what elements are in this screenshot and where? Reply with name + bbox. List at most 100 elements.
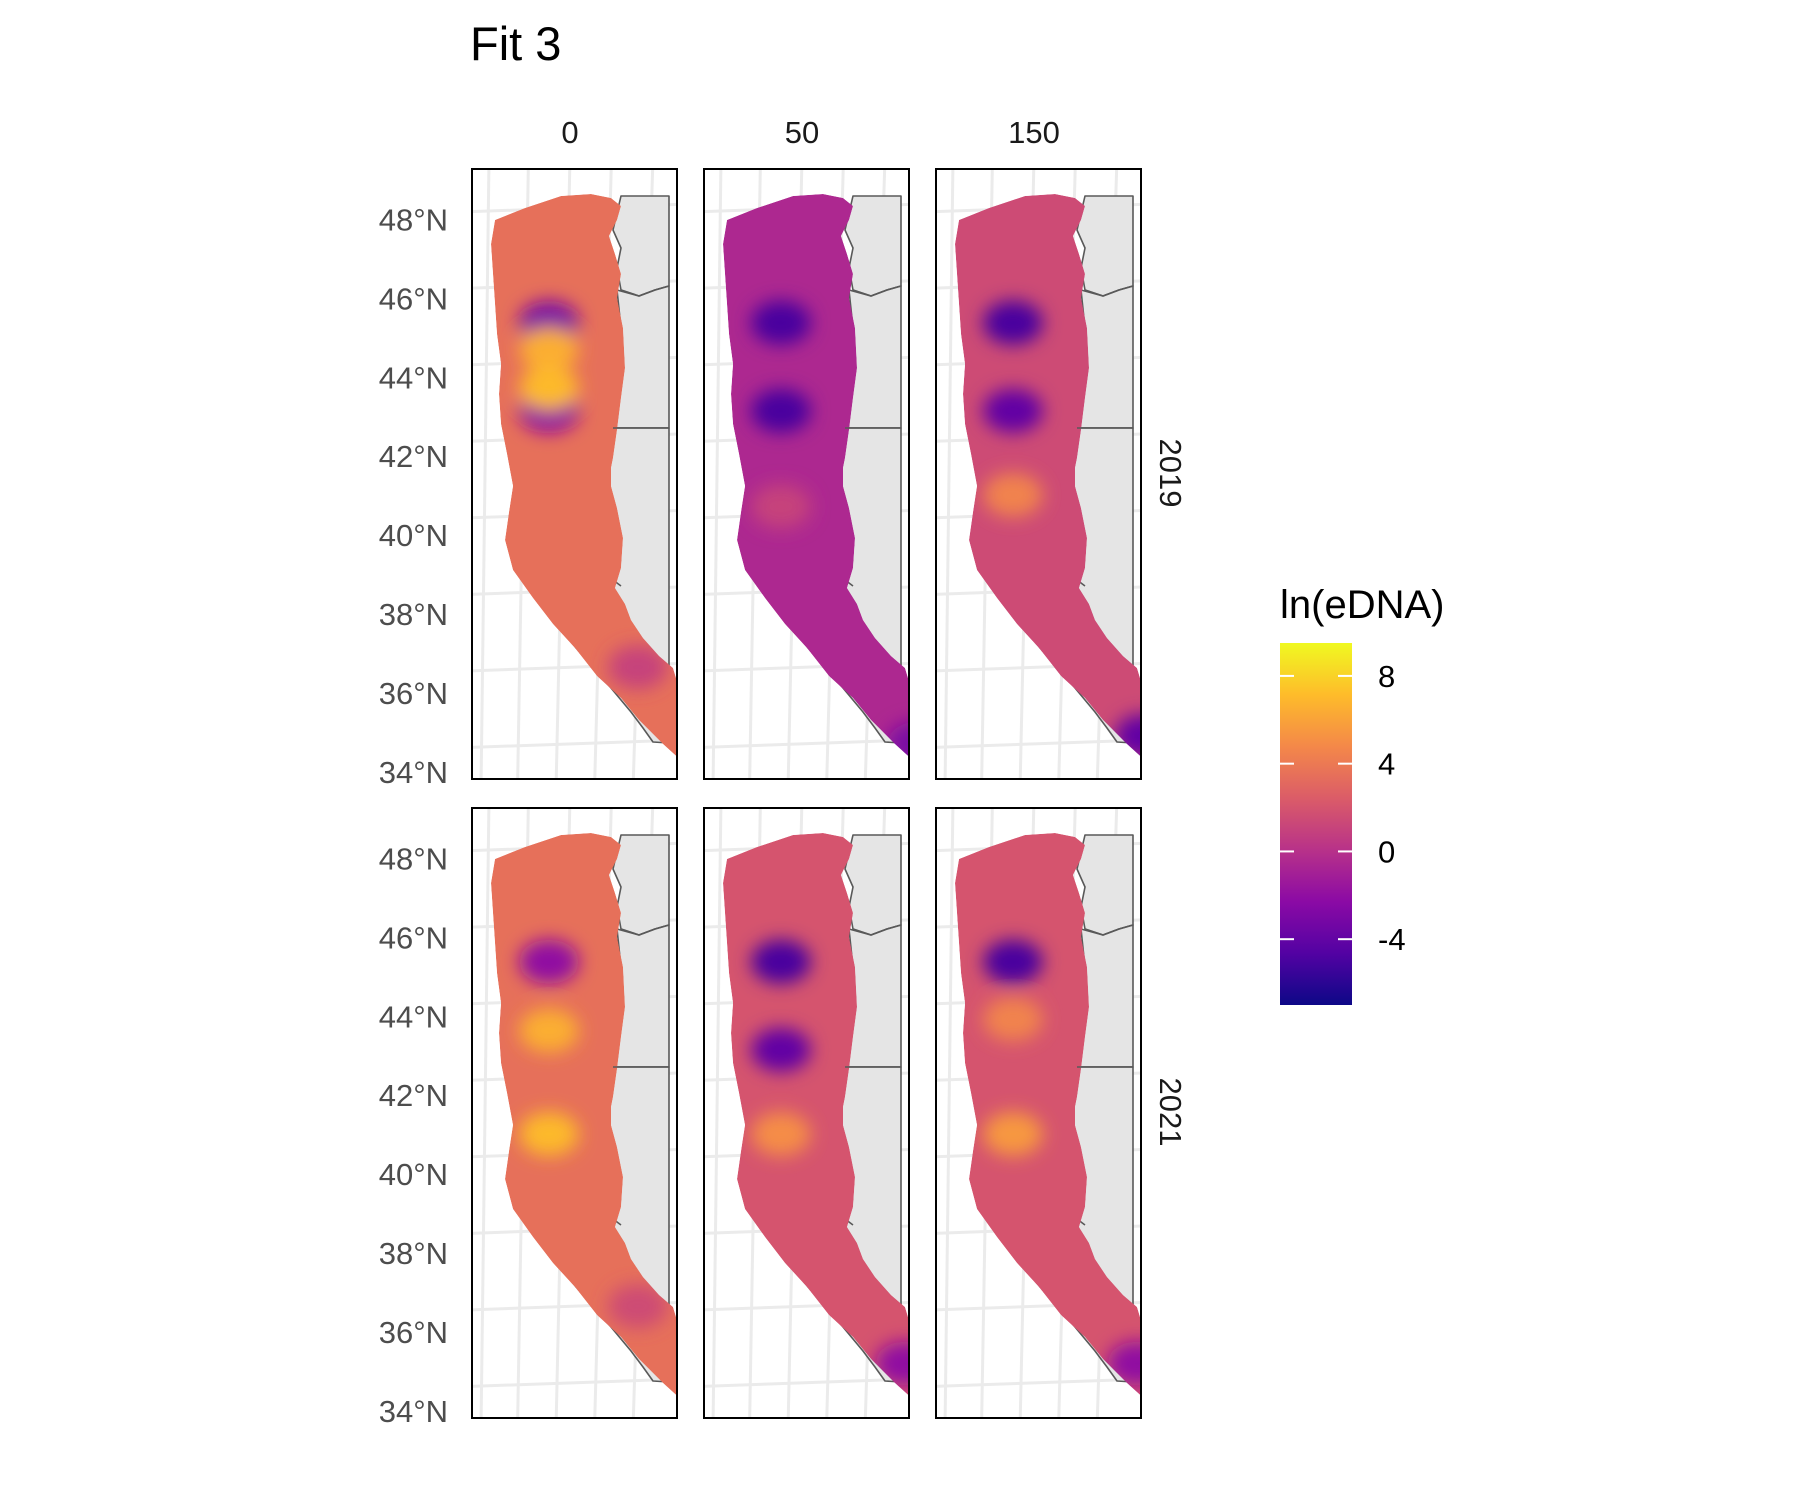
panel-frame bbox=[935, 168, 1142, 780]
panel-frame bbox=[703, 168, 910, 780]
map-panel-2021-50 bbox=[703, 807, 910, 1419]
y-tick-label: 42°N bbox=[379, 439, 448, 474]
state-washington bbox=[1076, 195, 1134, 297]
graticule-line bbox=[479, 168, 491, 780]
state-washington bbox=[612, 834, 670, 936]
prediction-hotspot bbox=[519, 365, 579, 410]
border-wa-or bbox=[852, 285, 902, 297]
column-label-150: 150 bbox=[1008, 115, 1060, 150]
graticule-line bbox=[935, 1377, 1142, 1388]
panel-frame bbox=[703, 807, 910, 1419]
border-wa-or bbox=[852, 924, 902, 936]
y-tick-label: 38°N bbox=[379, 597, 448, 632]
column-label-0: 0 bbox=[561, 115, 578, 150]
row-strip-labels: 2019 2021 bbox=[1153, 439, 1188, 1147]
prediction-hotspot bbox=[519, 327, 579, 372]
graticule-line bbox=[703, 1377, 910, 1388]
prediction-hotspot bbox=[887, 721, 910, 766]
legend-ticks: 8 4 0 -4 bbox=[1280, 659, 1406, 957]
prediction-hotspot bbox=[751, 484, 811, 529]
y-tick-label: 48°N bbox=[379, 841, 448, 876]
prediction-hotspot bbox=[519, 939, 579, 984]
prediction-surface bbox=[491, 833, 678, 1419]
prediction-hotspot bbox=[751, 939, 811, 984]
prediction-surface bbox=[723, 833, 910, 1419]
y-tick-label: 38°N bbox=[379, 1236, 448, 1271]
y-tick-label: 36°N bbox=[379, 1315, 448, 1350]
y-tick-label: 34°N bbox=[379, 1394, 448, 1429]
graticule-line bbox=[471, 1377, 678, 1388]
prediction-hotspots bbox=[519, 300, 668, 690]
prediction-hotspot bbox=[751, 300, 811, 345]
prediction-hotspot bbox=[1114, 714, 1142, 759]
panel-frame bbox=[471, 807, 678, 1419]
prediction-hotspots bbox=[983, 939, 1142, 1386]
prediction-surface bbox=[955, 833, 1142, 1419]
prediction-hotspot bbox=[519, 1112, 579, 1156]
prediction-hotspot bbox=[875, 1341, 910, 1386]
prediction-hotspot bbox=[519, 1008, 579, 1053]
prediction-hotspot bbox=[751, 388, 811, 433]
y-axis-row-2021: 48°N 46°N 44°N 42°N 40°N 38°N 36°N 34°N bbox=[379, 841, 448, 1429]
prediction-hotspot bbox=[983, 300, 1043, 345]
legend-tick-label: 8 bbox=[1378, 659, 1395, 694]
y-tick-label: 42°N bbox=[379, 1078, 448, 1113]
legend-tick-label: 4 bbox=[1378, 747, 1395, 782]
panel-frame bbox=[471, 168, 678, 780]
y-tick-label: 34°N bbox=[379, 755, 448, 790]
prediction-hotspot bbox=[983, 997, 1043, 1042]
graticule-line bbox=[943, 168, 955, 780]
color-legend: ln(eDNA) 8 4 0 -4 bbox=[1280, 583, 1444, 1005]
prediction-hotspot bbox=[751, 1027, 811, 1072]
border-wa-or bbox=[1084, 924, 1134, 936]
state-washington bbox=[844, 834, 902, 936]
prediction-hotspots bbox=[519, 939, 668, 1329]
prediction-surface bbox=[491, 194, 678, 780]
prediction-hotspot bbox=[983, 473, 1043, 517]
graticule-line bbox=[471, 738, 678, 749]
y-tick-label: 46°N bbox=[379, 281, 448, 316]
border-wa-or bbox=[620, 924, 670, 936]
column-strip-labels: 0 50 150 bbox=[561, 115, 1059, 150]
panel-frame bbox=[935, 807, 1142, 1419]
y-tick-label: 40°N bbox=[379, 1157, 448, 1192]
panel-contents bbox=[935, 168, 1142, 780]
legend-tick-label: 0 bbox=[1378, 834, 1395, 869]
prediction-hotspot bbox=[1107, 1341, 1142, 1386]
y-tick-label: 48°N bbox=[379, 202, 448, 237]
graticule-line bbox=[935, 738, 1142, 749]
graticule-line bbox=[479, 807, 491, 1419]
state-washington bbox=[612, 195, 670, 297]
legend-title: ln(eDNA) bbox=[1280, 583, 1444, 627]
panel-contents bbox=[703, 807, 910, 1419]
y-axis-row-2019: 48°N 46°N 44°N 42°N 40°N 38°N 36°N 34°N bbox=[379, 202, 448, 790]
map-panels bbox=[471, 168, 1142, 1419]
map-panel-2019-50 bbox=[703, 168, 910, 780]
y-tick-label: 46°N bbox=[379, 920, 448, 955]
y-tick-label: 36°N bbox=[379, 676, 448, 711]
y-tick-label: 44°N bbox=[379, 360, 448, 395]
prediction-hotspot bbox=[983, 1112, 1043, 1156]
state-washington bbox=[1076, 834, 1134, 936]
border-wa-or bbox=[1084, 285, 1134, 297]
legend-tick-label: -4 bbox=[1378, 922, 1406, 957]
panel-contents bbox=[471, 807, 678, 1419]
prediction-hotspot bbox=[607, 1284, 668, 1329]
graticule-line bbox=[703, 738, 910, 749]
panel-contents bbox=[935, 807, 1142, 1419]
prediction-hotspot bbox=[983, 388, 1043, 433]
border-wa-or bbox=[620, 285, 670, 297]
legend-colorbar bbox=[1280, 643, 1352, 1005]
prediction-hotspot bbox=[983, 939, 1043, 984]
prediction-hotspot bbox=[607, 645, 668, 690]
state-washington bbox=[844, 195, 902, 297]
row-label-2021: 2021 bbox=[1153, 1078, 1188, 1147]
plot-title: Fit 3 bbox=[470, 17, 561, 70]
prediction-hotspot bbox=[751, 1112, 811, 1156]
map-panel-2019-0 bbox=[471, 168, 678, 780]
graticule-line bbox=[943, 807, 955, 1419]
row-label-2019: 2019 bbox=[1153, 439, 1188, 508]
map-panel-2021-0 bbox=[471, 807, 678, 1419]
y-tick-label: 44°N bbox=[379, 999, 448, 1034]
